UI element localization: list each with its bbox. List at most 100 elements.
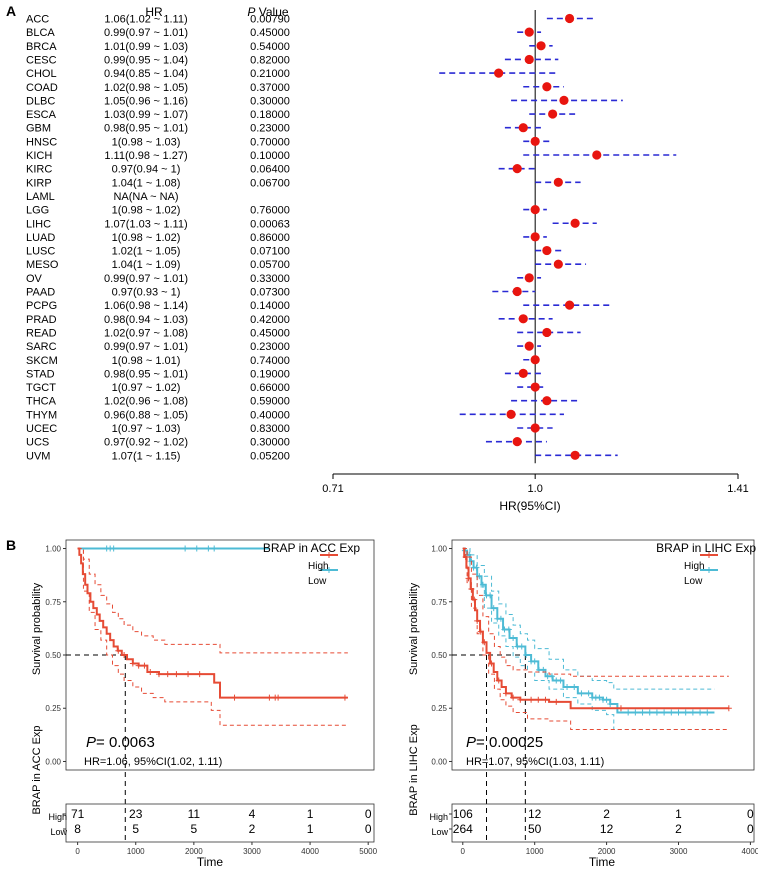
- forest-row-name: PCPG: [26, 300, 57, 312]
- forest-row-hr: 1(0.98 ~ 1.03): [112, 136, 181, 148]
- forest-row-name: ESCA: [26, 109, 57, 121]
- forest-row-hr: 1.04(1 ~ 1.09): [112, 259, 181, 271]
- km-x-tick-label: 3000: [243, 847, 261, 856]
- forest-point: [530, 423, 540, 433]
- km-censor-mark: [625, 709, 632, 716]
- km-censor-mark: [617, 705, 624, 712]
- forest-row-hr: 1.05(0.96 ~ 1.16): [104, 95, 188, 107]
- forest-row-name: THCA: [26, 396, 57, 408]
- km-lihc-risk-label-high: High: [429, 812, 448, 822]
- forest-x-tick-label: 1.0: [528, 483, 543, 495]
- km-censor-mark: [471, 596, 478, 603]
- km-acc-risk-label-high: High: [48, 812, 67, 822]
- forest-row-p: 0.45000: [250, 327, 290, 339]
- km-censor-mark: [490, 605, 497, 612]
- forest-row-name: CHOL: [26, 68, 57, 80]
- km-ci-lower-high: [77, 548, 348, 726]
- forest-row-p: 0.23000: [250, 123, 290, 135]
- forest-row-p: 0.21000: [250, 68, 290, 80]
- forest-point: [518, 123, 528, 133]
- forest-row-name: DLBC: [26, 95, 55, 107]
- forest-row-name: BLCA: [26, 27, 55, 39]
- forest-plot: ACC 1.06(1.02 ~ 1.11) 0.00790 BLCA 0.99(0.97…: [26, 10, 749, 495]
- km-curve-low: [462, 547, 715, 714]
- km-censor-mark: [528, 696, 535, 703]
- km-risk-count: 11: [188, 807, 201, 821]
- forest-row-hr: 0.98(0.94 ~ 1.03): [104, 314, 188, 326]
- forest-point: [524, 27, 534, 37]
- forest-row-hr: 0.99(0.97 ~ 1.01): [104, 341, 188, 353]
- km-lihc-legend-low: Low: [684, 576, 703, 587]
- km-y-tick-label: 1.00: [431, 545, 447, 554]
- forest-row-name: READ: [26, 327, 57, 339]
- forest-point: [530, 136, 540, 146]
- forest-row-name: LAML: [26, 191, 55, 203]
- forest-x-tick-label: 0.71: [322, 483, 343, 495]
- forest-row-name: THYM: [26, 409, 57, 421]
- km-censor-mark: [682, 709, 689, 716]
- km-y-tick-label: 0.75: [45, 598, 61, 607]
- forest-row-p: 0.40000: [250, 409, 290, 421]
- forest-row-hr: 1(0.97 ~ 1.03): [112, 423, 181, 435]
- km-risk-count: 50: [528, 822, 542, 836]
- km-risk-count: 71: [71, 807, 85, 821]
- forest-point: [530, 382, 540, 392]
- forest-row-hr: 1(0.98 ~ 1.02): [112, 232, 181, 244]
- km-risk-table-frame: [451, 803, 755, 843]
- km-censor-mark: [535, 696, 542, 703]
- km-risk-count: 2: [675, 822, 682, 836]
- forest-row-p: 0.07300: [250, 287, 290, 299]
- km-ci-lower-high: [462, 548, 729, 731]
- forest-row-p: 0.74000: [250, 355, 290, 367]
- forest-point: [570, 218, 580, 228]
- km-y-tick-label: 0.50: [431, 651, 447, 660]
- forest-row-p: 0.18000: [250, 109, 290, 121]
- forest-point: [570, 450, 580, 460]
- km-censor-mark: [129, 660, 136, 667]
- forest-row-p: 0.59000: [250, 396, 290, 408]
- forest-hr-header: HR: [145, 5, 163, 19]
- km-acc-xlabel: Time: [197, 855, 224, 869]
- forest-row-hr: 0.97(0.92 ~ 1.02): [104, 437, 188, 449]
- km-lihc-p-value: P= 0.00025: [466, 734, 543, 751]
- forest-row-name: PRAD: [26, 314, 57, 326]
- km-risk-table-frame: [65, 803, 375, 843]
- forest-row-p: 0.07100: [250, 246, 290, 258]
- forest-row-hr: 1.11(0.98 ~ 1.27): [104, 150, 187, 162]
- forest-row-name: KIRP: [26, 177, 52, 189]
- forest-row-p: 0.23000: [250, 341, 290, 353]
- km-acc-legend-low: Low: [308, 576, 327, 587]
- km-y-tick-label: 1.00: [45, 545, 61, 554]
- forest-point: [542, 245, 552, 256]
- km-censor-mark: [578, 690, 585, 697]
- forest-row-name: LUAD: [26, 232, 55, 244]
- km-censor-mark: [510, 634, 517, 641]
- km-censor-mark: [266, 694, 273, 701]
- km-ci-upper-high: [462, 548, 729, 677]
- km-censor-mark: [523, 652, 530, 658]
- forest-row-name: STAD: [26, 368, 55, 380]
- km-acc-legend-high: High: [308, 561, 329, 572]
- forest-row-p: 0.45000: [250, 27, 290, 39]
- km-censor-mark: [231, 694, 238, 701]
- km-lihc-xlabel: Time: [589, 855, 616, 869]
- forest-row-name: LUSC: [26, 246, 55, 258]
- forest-row-hr: 0.99(0.95 ~ 1.04): [104, 54, 188, 66]
- forest-row-name: GBM: [26, 123, 51, 135]
- km-acc-hr-text: HR=1.06, 95%CI(1.02, 1.11): [84, 756, 222, 768]
- forest-point: [530, 232, 540, 242]
- forest-row-p: 0.30000: [250, 437, 290, 449]
- km-x-tick-label: 1000: [127, 847, 145, 856]
- km-risk-count: 8: [74, 822, 81, 836]
- km-y-tick-label: 0.50: [45, 651, 61, 660]
- km-risk-count: 0: [747, 807, 754, 821]
- forest-row-p: 0.83000: [250, 423, 290, 435]
- km-ci-upper-low: [462, 548, 715, 690]
- km-censor-mark: [141, 662, 148, 669]
- km-censor-mark: [121, 652, 128, 658]
- km-x-tick-label: 4000: [301, 847, 319, 856]
- km-censor-mark: [661, 709, 668, 716]
- km-lihc-table-ylabel: BRAP in LIHC Exp: [408, 724, 420, 816]
